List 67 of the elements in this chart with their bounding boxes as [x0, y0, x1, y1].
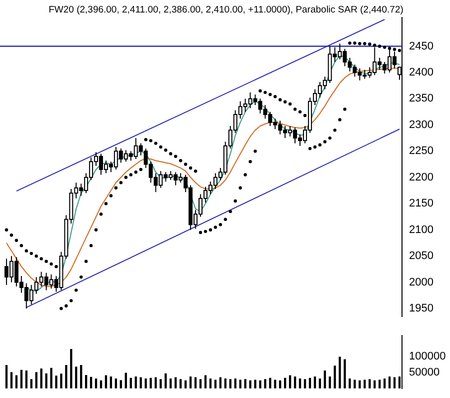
- chart-title: FW20 (2,396.00, 2,411.00, 2,386.00, 2,410.00, +11.0000), Parabolic SAR (2,440.72): [48, 4, 404, 16]
- y-tick-label: 2400: [409, 66, 434, 79]
- y-tick-label: 2250: [409, 145, 434, 158]
- y-tick-label: 2100: [409, 224, 434, 236]
- y-tick-label: 50000: [409, 366, 440, 378]
- y-tick-label: 2450: [409, 40, 434, 52]
- bar: [249, 380, 252, 388]
- bar: [134, 376, 137, 388]
- bar: [229, 379, 232, 388]
- bar: [314, 376, 316, 388]
- bar: [45, 373, 48, 388]
- bar: [199, 379, 202, 388]
- bar: [348, 378, 351, 388]
- bar: [164, 373, 167, 388]
- bar: [219, 377, 222, 388]
- bar: [124, 372, 127, 388]
- bar: [110, 376, 112, 388]
- bar: [388, 376, 391, 388]
- bar: [80, 365, 82, 388]
- bar: [30, 379, 32, 388]
- bar: [60, 374, 62, 388]
- bar: [294, 376, 296, 388]
- bar: [5, 365, 8, 388]
- bar: [368, 379, 371, 388]
- bar: [85, 374, 88, 388]
- y-tick-label: 2150: [409, 198, 434, 210]
- bar: [154, 377, 157, 388]
- y-tick-label: 2350: [409, 92, 434, 105]
- bar: [75, 366, 78, 388]
- bar: [259, 380, 262, 388]
- bar: [25, 370, 28, 388]
- bar: [70, 349, 72, 388]
- bar: [35, 372, 38, 388]
- bar: [140, 377, 142, 388]
- bar: [354, 380, 356, 388]
- bar: [338, 356, 341, 388]
- bar: [50, 368, 52, 388]
- bar: [344, 359, 346, 388]
- bar: [180, 379, 182, 388]
- bar: [160, 379, 162, 388]
- bar: [328, 376, 331, 388]
- bar: [244, 379, 246, 388]
- bar: [324, 370, 326, 388]
- bar: [10, 372, 13, 388]
- bar: [254, 380, 256, 388]
- y-tick-label: 2300: [409, 118, 434, 131]
- bar: [304, 379, 306, 388]
- bar: [239, 380, 242, 388]
- bar: [144, 378, 147, 388]
- bar: [358, 380, 361, 388]
- bar: [65, 365, 68, 388]
- bar: [174, 377, 177, 388]
- bar: [55, 376, 58, 388]
- bar: [189, 376, 192, 388]
- bar: [194, 377, 197, 388]
- bar: [334, 366, 336, 388]
- bar: [20, 370, 22, 388]
- y-tick-label: 1950: [409, 302, 434, 315]
- bar: [364, 380, 366, 388]
- bar: [264, 379, 266, 388]
- y-tick-label: 2200: [409, 171, 434, 184]
- y-tick-label: 2000: [409, 276, 434, 288]
- y-tick-label: 2050: [409, 250, 434, 262]
- y-tick-label: 100000: [409, 350, 446, 362]
- bar: [40, 368, 42, 388]
- bar: [393, 377, 396, 388]
- bar: [150, 378, 152, 388]
